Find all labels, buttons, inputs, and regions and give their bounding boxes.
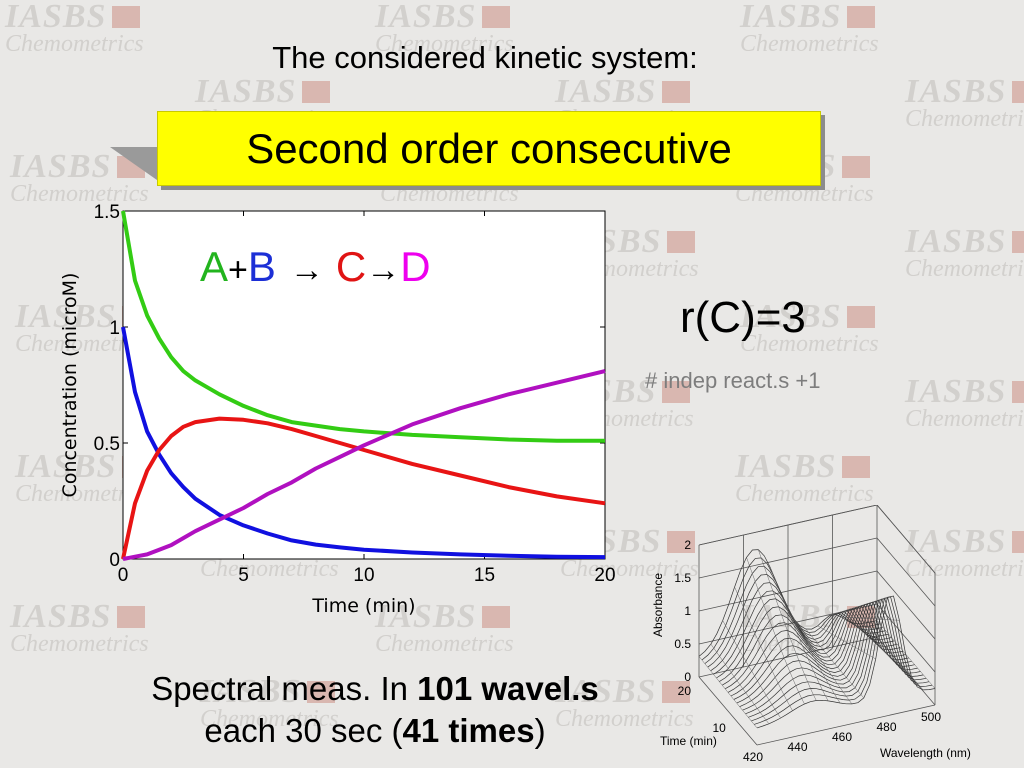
- y-axis-label: Concentration (microM): [59, 273, 81, 498]
- indep-reactions-text: # indep react.s +1: [645, 368, 821, 393]
- series-lines: [121, 210, 606, 561]
- mesh-line: [748, 598, 927, 718]
- y-tick-label: 0: [109, 550, 120, 571]
- banner-title: Second order consecutive: [157, 111, 821, 186]
- times-count: 41 times: [402, 712, 535, 749]
- surface-gridline: [876, 603, 936, 673]
- wavelength-tick-label: 460: [832, 730, 852, 744]
- wavelength-count: 101 wavel.s: [417, 670, 599, 707]
- mesh-line: [722, 606, 901, 686]
- z-tick-label: 2: [684, 538, 691, 552]
- mesh-line: [734, 586, 793, 711]
- mesh-line: [719, 606, 898, 682]
- mesh-line: [841, 616, 900, 621]
- z-tick-label: 1: [684, 604, 691, 618]
- spectral-prefix: Spectral meas. In: [151, 670, 418, 707]
- x-tick-label: 15: [474, 565, 495, 586]
- interval-prefix: each 30 sec (: [204, 712, 403, 749]
- series-line-A: [121, 210, 605, 443]
- slide-title: The considered kinetic system:: [272, 40, 698, 75]
- mesh-line: [793, 618, 853, 705]
- species-b: B: [248, 243, 276, 290]
- series-line-B: [121, 326, 606, 560]
- mesh-line: [742, 600, 921, 711]
- mesh-line: [817, 625, 876, 660]
- interval-suffix: ): [534, 712, 546, 749]
- species-c: C: [336, 243, 366, 290]
- surface-gridline: [876, 570, 936, 640]
- surface-box: [698, 505, 936, 746]
- mesh-line: [876, 620, 936, 689]
- rank-text: r(C)=3: [680, 293, 806, 342]
- y-tick-label: 0.5: [94, 434, 120, 455]
- surface-z-label: Absorbance: [651, 573, 665, 637]
- surface-gridline: [876, 505, 936, 574]
- mesh-line: [758, 549, 817, 701]
- mesh-line: [769, 567, 829, 702]
- wavelength-tick-label: 420: [743, 750, 763, 764]
- mesh-line: [829, 597, 888, 616]
- x-tick-label: 20: [594, 565, 615, 586]
- surface-edge: [756, 704, 936, 746]
- species-a: A: [200, 243, 228, 290]
- species-d: D: [400, 243, 430, 290]
- wavelength-tick-label: 480: [876, 720, 896, 734]
- surface-tick-labels: 0 0.5 1 1.5 2 20 10 420 440 460 480 500: [674, 538, 941, 764]
- z-tick-label: 1.5: [674, 571, 691, 585]
- mesh-line: [716, 598, 895, 679]
- x-tick-label: 10: [353, 565, 374, 586]
- reaction-equation: A+B → C→D: [200, 243, 431, 290]
- z-tick-label: 0.5: [674, 637, 691, 651]
- spectral-line-2: each 30 sec (41 times): [90, 710, 660, 752]
- series-line-C: [121, 416, 606, 560]
- mesh-line: [710, 643, 770, 724]
- y-tick-label: 1: [109, 318, 120, 339]
- mesh-line: [722, 620, 781, 719]
- mesh-line: [781, 596, 841, 704]
- concentration-chart: 0 0.5 1 1.5 0 5 10 15 20 Time (min) Concentrati…: [59, 202, 616, 617]
- x-axis-label: Time (min): [311, 595, 415, 617]
- mesh-line: [853, 623, 912, 677]
- x-tick-labels: 0 5 10 15 20: [118, 565, 616, 586]
- mesh-line: [745, 599, 924, 715]
- y-tick-labels: 0 0.5 1 1.5: [94, 202, 120, 571]
- mesh-line: [736, 601, 915, 704]
- mesh-line: [713, 590, 892, 675]
- spectral-measurement-text: Spectral meas. In 101 wavel.s each 30 se…: [90, 668, 660, 752]
- mesh-line: [751, 597, 930, 722]
- y-tick-label: 1.5: [94, 202, 120, 223]
- mesh-line: [864, 622, 924, 691]
- surface-edge: [698, 676, 758, 746]
- surface-y-label: Time (min): [660, 734, 717, 748]
- mesh-line: [746, 557, 805, 705]
- mesh-line: [698, 656, 758, 729]
- mesh-line: [805, 628, 864, 699]
- surface-x-label: Wavelength (nm): [880, 746, 971, 760]
- mesh-line: [704, 565, 883, 664]
- mesh-line: [733, 602, 912, 700]
- arrow-1: →: [290, 251, 324, 289]
- mesh-line: [753, 596, 933, 725]
- time-tick-label: 20: [678, 684, 692, 698]
- surface-mesh: [698, 549, 936, 729]
- x-tick-label: 5: [238, 565, 249, 586]
- wavelength-tick-label: 500: [921, 710, 941, 724]
- surface-gridline: [876, 537, 936, 607]
- mesh-line: [739, 601, 918, 708]
- series-line-D: [122, 369, 606, 561]
- z-tick-label: 0: [684, 670, 691, 684]
- mesh-line: [756, 595, 936, 729]
- plus-sign: +: [228, 251, 248, 289]
- arrow-2: →: [366, 251, 400, 289]
- x-tick-label: 0: [118, 565, 129, 586]
- spectral-line-1: Spectral meas. In 101 wavel.s: [90, 668, 660, 710]
- wavelength-tick-label: 440: [787, 740, 807, 754]
- time-tick-label: 10: [712, 721, 726, 735]
